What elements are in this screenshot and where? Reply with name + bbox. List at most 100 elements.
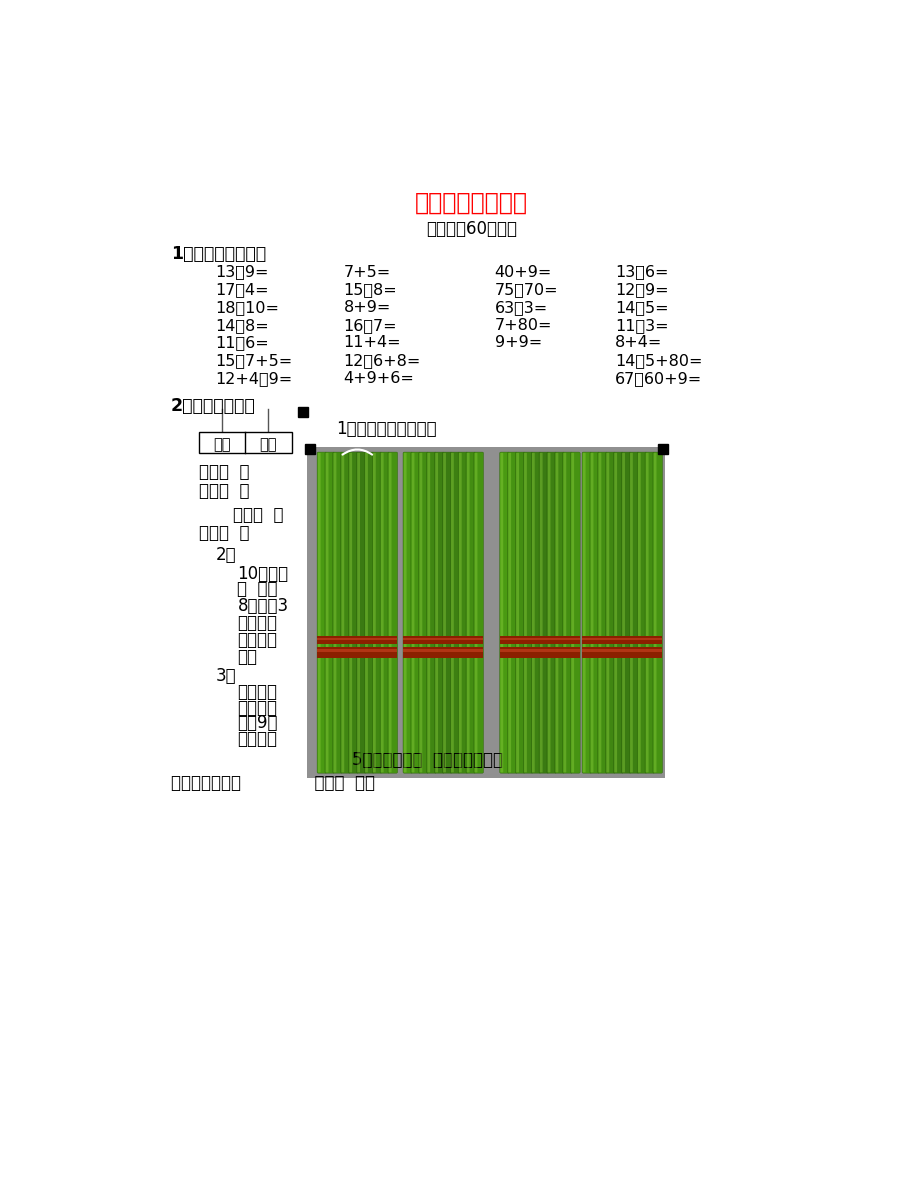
Bar [403, 637, 482, 640]
Text: 十位: 十位 [213, 437, 231, 453]
Text: 3．: 3． [216, 667, 236, 685]
FancyBboxPatch shape [419, 453, 422, 773]
Text: ）。: ）。 [237, 648, 257, 666]
FancyBboxPatch shape [348, 453, 357, 773]
Bar [499, 636, 580, 644]
Bar [317, 649, 397, 653]
FancyBboxPatch shape [571, 453, 573, 773]
FancyBboxPatch shape [562, 453, 565, 773]
Bar [199, 431, 291, 454]
FancyBboxPatch shape [652, 453, 662, 773]
FancyBboxPatch shape [325, 453, 328, 773]
FancyBboxPatch shape [630, 453, 632, 773]
FancyBboxPatch shape [547, 453, 556, 773]
FancyBboxPatch shape [539, 453, 542, 773]
Bar [582, 636, 662, 644]
FancyBboxPatch shape [516, 453, 518, 773]
Text: 写作（  ）: 写作（ ） [199, 481, 249, 500]
Text: 写作（  ）: 写作（ ） [199, 463, 249, 481]
Text: 63－3=: 63－3= [494, 300, 548, 314]
Text: 12－6+8=: 12－6+8= [344, 353, 421, 368]
FancyBboxPatch shape [589, 453, 599, 773]
FancyBboxPatch shape [605, 453, 615, 773]
Text: 10个十是: 10个十是 [237, 565, 289, 582]
FancyBboxPatch shape [372, 453, 375, 773]
FancyBboxPatch shape [500, 453, 503, 773]
FancyBboxPatch shape [473, 453, 483, 773]
FancyBboxPatch shape [466, 453, 469, 773]
FancyBboxPatch shape [531, 453, 534, 773]
Text: 上是9，: 上是9， [237, 715, 278, 732]
FancyBboxPatch shape [562, 453, 572, 773]
Text: 15－8=: 15－8= [344, 282, 397, 298]
Text: 2．: 2． [216, 545, 236, 563]
Text: 16－7=: 16－7= [344, 318, 397, 332]
FancyBboxPatch shape [598, 453, 601, 773]
Text: 11－3=: 11－3= [614, 318, 668, 332]
FancyBboxPatch shape [645, 453, 648, 773]
Text: 读作（  ）: 读作（ ） [233, 506, 283, 524]
FancyBboxPatch shape [653, 453, 656, 773]
FancyBboxPatch shape [637, 453, 646, 773]
Text: 67－60+9=: 67－60+9= [614, 370, 701, 386]
Text: 13－9=: 13－9= [216, 264, 269, 280]
Bar [582, 647, 662, 659]
FancyBboxPatch shape [380, 453, 383, 773]
FancyBboxPatch shape [365, 453, 368, 773]
Text: （  ），: （ ）， [237, 580, 278, 598]
FancyBboxPatch shape [411, 453, 420, 773]
Bar [499, 649, 580, 653]
FancyBboxPatch shape [324, 453, 335, 773]
FancyBboxPatch shape [442, 453, 451, 773]
FancyBboxPatch shape [644, 453, 654, 773]
Text: 12+4－9=: 12+4－9= [216, 370, 292, 386]
FancyBboxPatch shape [547, 453, 550, 773]
Text: 11+4=: 11+4= [344, 336, 401, 350]
FancyBboxPatch shape [357, 453, 359, 773]
Text: 18－10=: 18－10= [216, 300, 279, 314]
FancyBboxPatch shape [539, 453, 548, 773]
FancyBboxPatch shape [466, 453, 475, 773]
FancyBboxPatch shape [582, 453, 591, 773]
Text: 14－5+80=: 14－5+80= [614, 353, 701, 368]
FancyBboxPatch shape [629, 453, 638, 773]
FancyBboxPatch shape [554, 453, 563, 773]
Bar [582, 637, 662, 640]
FancyBboxPatch shape [372, 453, 381, 773]
FancyBboxPatch shape [508, 453, 511, 773]
FancyBboxPatch shape [570, 453, 580, 773]
FancyBboxPatch shape [614, 453, 617, 773]
Text: 13－6=: 13－6= [614, 264, 667, 280]
FancyBboxPatch shape [613, 453, 622, 773]
FancyBboxPatch shape [334, 453, 336, 773]
Bar [307, 447, 664, 778]
FancyBboxPatch shape [389, 453, 391, 773]
Bar [499, 647, 580, 659]
FancyBboxPatch shape [449, 453, 460, 773]
FancyBboxPatch shape [443, 453, 446, 773]
Text: 数，个位: 数，个位 [237, 699, 278, 717]
FancyBboxPatch shape [637, 453, 640, 773]
FancyBboxPatch shape [349, 453, 352, 773]
Text: 8个十和3: 8个十和3 [237, 597, 289, 616]
Text: 期中质量检测试题: 期中质量检测试题 [414, 191, 528, 214]
Text: 个位: 个位 [259, 437, 277, 453]
Text: 14－5=: 14－5= [614, 300, 668, 314]
Bar [317, 637, 397, 640]
FancyBboxPatch shape [515, 453, 525, 773]
Bar [317, 647, 397, 659]
Bar [403, 647, 482, 659]
FancyBboxPatch shape [388, 453, 397, 773]
FancyBboxPatch shape [341, 453, 344, 773]
Text: 17－4=: 17－4= [216, 282, 269, 298]
FancyBboxPatch shape [507, 453, 516, 773]
Text: 9+9=: 9+9= [494, 336, 541, 350]
FancyBboxPatch shape [458, 453, 467, 773]
FancyBboxPatch shape [435, 453, 437, 773]
Bar [317, 636, 397, 644]
Text: 读作（  ）: 读作（ ） [199, 524, 249, 542]
FancyBboxPatch shape [523, 453, 532, 773]
Bar [403, 636, 482, 644]
Bar [499, 637, 580, 640]
Text: 12－9=: 12－9= [614, 282, 668, 298]
